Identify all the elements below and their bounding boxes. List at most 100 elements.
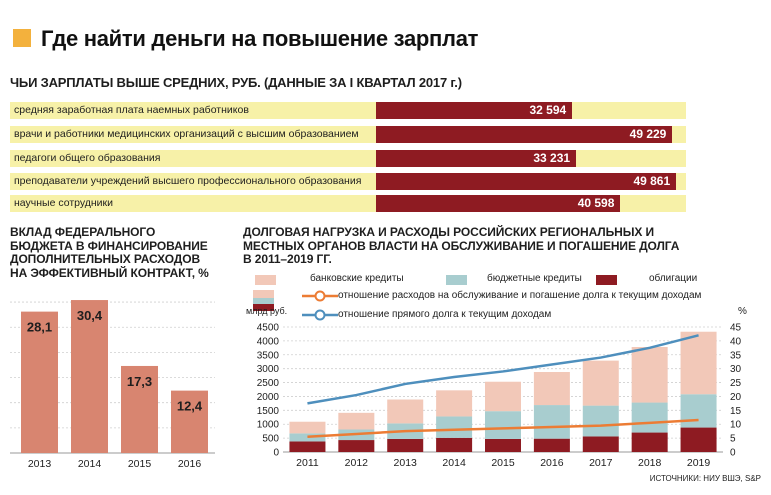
debt-bar-segment bbox=[485, 438, 521, 452]
salary-bar bbox=[376, 102, 573, 119]
debt-bar-segment bbox=[631, 347, 668, 403]
federal-bar bbox=[171, 390, 208, 453]
federal-bar bbox=[21, 311, 58, 453]
debt-bar-segment bbox=[289, 441, 326, 452]
salary-row: врачи и работники медицинских организаци… bbox=[10, 126, 686, 143]
legend-label-ratio-expenses: отношение расходов на обслуживание и пог… bbox=[338, 290, 702, 301]
right-tick-label: 0 bbox=[730, 448, 736, 459]
legend-swatch-bonds bbox=[596, 275, 617, 285]
legend-swatch-budget-credits bbox=[446, 275, 467, 285]
federal-bar-chart: 28,1 2013 30,4 2014 17,3 2015 12,4 2016 bbox=[10, 300, 215, 470]
federal-year-label: 2014 bbox=[78, 458, 102, 470]
ratio-line bbox=[307, 418, 699, 438]
salary-value-label: 49 861 bbox=[633, 174, 671, 188]
left-tick-label: 2500 bbox=[257, 378, 280, 389]
debt-bar-segment bbox=[485, 411, 521, 439]
debt-chart-title: ДОЛГОВАЯ НАГРУЗКА И РАСХОДЫ РОССИЙСКИХ Р… bbox=[243, 225, 680, 266]
debt-bar-segment bbox=[436, 437, 473, 452]
federal-bar bbox=[121, 365, 158, 453]
right-tick-label: 5 bbox=[730, 434, 736, 445]
debt-bar-segment bbox=[533, 405, 570, 439]
header-band bbox=[0, 28, 771, 66]
debt-bar-segment bbox=[680, 394, 717, 428]
left-tick-label: 3000 bbox=[257, 364, 280, 375]
debt-year-label: 2015 bbox=[491, 457, 515, 469]
debt-year-label: 2016 bbox=[540, 457, 564, 469]
legend-label-budget-credits: бюджетные кредиты bbox=[487, 273, 582, 284]
left-tick-label: 0 bbox=[273, 448, 279, 459]
debt-year-label: 2012 bbox=[345, 457, 369, 469]
federal-value-label: 28,1 bbox=[27, 320, 52, 335]
legend-unit-swatch bbox=[253, 290, 274, 311]
debt-bar-segment bbox=[387, 399, 424, 424]
left-tick-label: 3500 bbox=[257, 350, 280, 361]
headline-bullet bbox=[13, 29, 31, 47]
federal-bar bbox=[71, 300, 108, 453]
legend-label-ratio-debt: отношение прямого долга к текущим дохода… bbox=[338, 309, 552, 320]
salary-value-label: 32 594 bbox=[529, 103, 567, 117]
debt-bar-segment bbox=[289, 433, 326, 442]
right-tick-label: 30 bbox=[730, 364, 742, 375]
salary-value-label: 40 598 bbox=[577, 196, 615, 210]
right-tick-label: 35 bbox=[730, 350, 742, 361]
salary-row-label: средняя заработная плата наемных работни… bbox=[14, 104, 249, 116]
federal-value-label: 12,4 bbox=[177, 399, 203, 414]
legend-label-bank-credits: банковские кредиты bbox=[310, 273, 404, 284]
right-tick-label: 15 bbox=[730, 406, 742, 417]
salary-row: педагоги общего образования 33 231 bbox=[10, 150, 686, 167]
federal-value-label: 30,4 bbox=[77, 308, 103, 323]
left-tick-label: 1500 bbox=[257, 406, 280, 417]
debt-bar-segment bbox=[680, 331, 717, 395]
right-tick-label: 25 bbox=[730, 378, 742, 389]
legend-line-ratio-debt bbox=[302, 309, 338, 321]
salary-row: научные сотрудники 40 598 bbox=[10, 195, 686, 212]
debt-bar-segment bbox=[436, 416, 473, 438]
debt-bar-segment bbox=[631, 402, 668, 433]
salary-chart-title: ЧЬИ ЗАРПЛАТЫ ВЫШЕ СРЕДНИХ, РУБ. (ДАННЫЕ … bbox=[10, 75, 462, 90]
legend-line-ratio-expenses bbox=[302, 290, 338, 302]
federal-chart-title: ВКЛАД ФЕДЕРАЛЬНОГО БЮДЖЕТА В ФИНАНСИРОВА… bbox=[10, 225, 209, 280]
right-tick-label: 20 bbox=[730, 392, 742, 403]
salary-row-label: научные сотрудники bbox=[14, 197, 114, 209]
source-note: ИСТОЧНИКИ: НИУ ВШЭ, S&P bbox=[649, 474, 761, 483]
right-axis-unit: % bbox=[738, 306, 747, 317]
left-tick-label: 4500 bbox=[257, 323, 280, 334]
right-tick-label: 10 bbox=[730, 420, 742, 431]
left-axis-unit: млрд руб. bbox=[246, 306, 287, 316]
legend-swatch-bank-credits bbox=[255, 275, 276, 285]
salary-row-label: преподаватели учреждений высшего професс… bbox=[14, 175, 362, 187]
salary-bar bbox=[376, 173, 677, 190]
debt-bar-segment bbox=[485, 381, 521, 412]
debt-bar-segment bbox=[680, 427, 717, 452]
debt-bar-segment bbox=[582, 360, 619, 406]
salary-row-label: педагоги общего образования bbox=[14, 152, 161, 164]
federal-year-label: 2013 bbox=[28, 458, 52, 470]
salary-value-label: 49 229 bbox=[629, 127, 667, 141]
debt-bar-segment bbox=[436, 390, 473, 417]
debt-bar-segment bbox=[582, 405, 619, 437]
left-tick-label: 2000 bbox=[257, 392, 280, 403]
debt-bar-segment bbox=[582, 436, 619, 452]
federal-year-label: 2015 bbox=[128, 458, 152, 470]
federal-year-label: 2016 bbox=[178, 458, 202, 470]
debt-year-label: 2011 bbox=[296, 457, 319, 469]
left-tick-label: 1000 bbox=[257, 420, 280, 431]
salary-bar bbox=[376, 195, 621, 212]
debt-year-label: 2017 bbox=[589, 457, 613, 469]
right-tick-label: 40 bbox=[730, 336, 742, 347]
salary-row: преподаватели учреждений высшего професс… bbox=[10, 173, 686, 190]
debt-bar-segment bbox=[387, 438, 424, 452]
right-tick-label: 45 bbox=[730, 323, 742, 334]
debt-bar-segment bbox=[338, 412, 375, 430]
debt-bar-segment bbox=[631, 432, 668, 452]
left-tick-label: 500 bbox=[262, 434, 279, 445]
headline: Где найти деньги на повышение зарплат bbox=[41, 26, 479, 51]
salary-value-label: 33 231 bbox=[533, 151, 571, 165]
debt-bar-segment bbox=[338, 440, 375, 452]
debt-bar-segment bbox=[289, 421, 326, 434]
salary-row: средняя заработная плата наемных работни… bbox=[10, 102, 686, 119]
salary-bar bbox=[376, 126, 673, 143]
debt-year-label: 2019 bbox=[687, 457, 711, 469]
debt-bar-segment bbox=[533, 372, 570, 406]
debt-year-label: 2018 bbox=[638, 457, 662, 469]
